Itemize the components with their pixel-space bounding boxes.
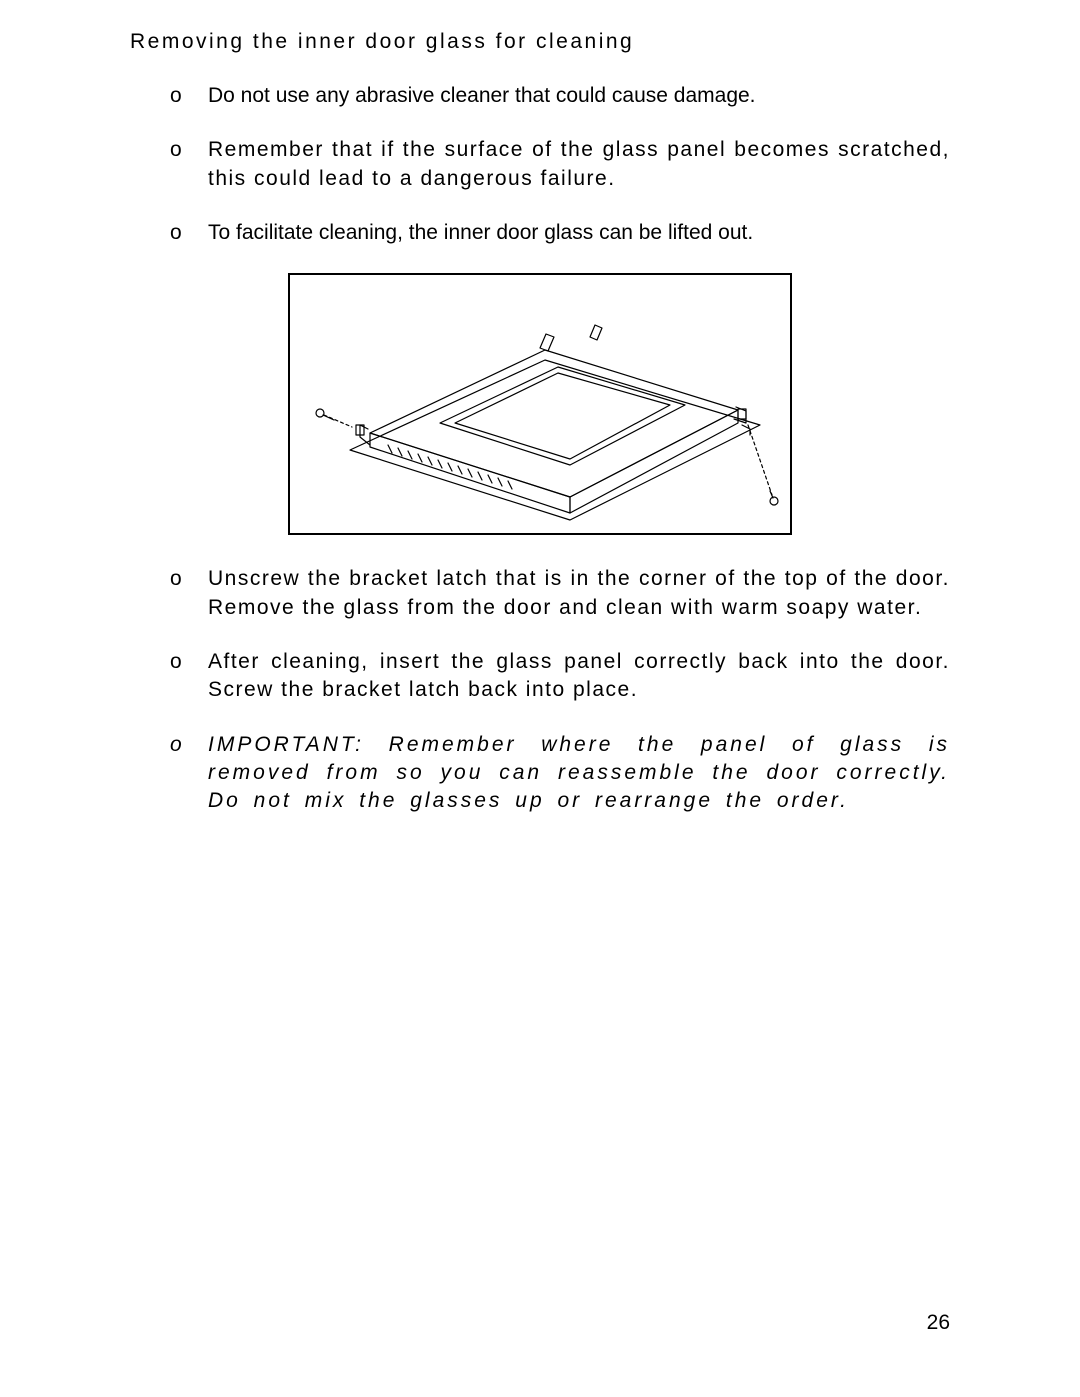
document-page: Removing the inner door glass for cleani… [0, 0, 1080, 1397]
list-item: Unscrew the bracket latch that is in the… [170, 565, 950, 622]
door-glass-diagram [288, 273, 792, 535]
list-item: To facilitate cleaning, the inner door g… [170, 219, 950, 247]
list-item: Remember that if the surface of the glas… [170, 136, 950, 193]
list-item-important: IMPORTANT: Remember where the panel of g… [170, 731, 950, 816]
section-heading: Removing the inner door glass for cleani… [130, 30, 950, 54]
diagram-svg [290, 275, 790, 533]
instruction-list: Do not use any abrasive cleaner that cou… [170, 82, 950, 247]
list-item: After cleaning, insert the glass panel c… [170, 648, 950, 705]
instruction-list-continued: Unscrew the bracket latch that is in the… [170, 565, 950, 815]
figure-container [130, 273, 950, 535]
list-item: Do not use any abrasive cleaner that cou… [170, 82, 950, 110]
page-number: 26 [927, 1311, 950, 1335]
